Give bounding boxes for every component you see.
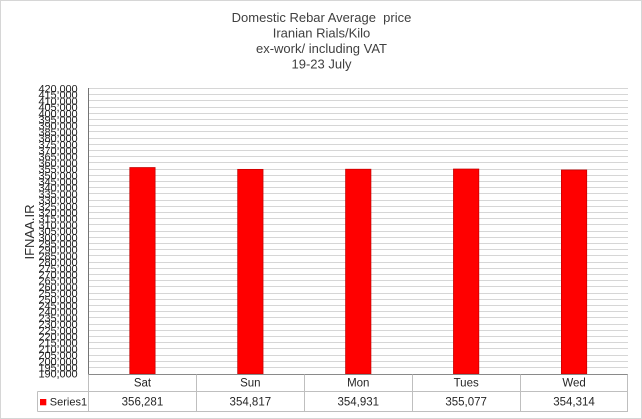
svg-text:354,817: 354,817 xyxy=(230,396,272,408)
svg-text:195,000: 195,000 xyxy=(38,363,77,375)
svg-text:420,000: 420,000 xyxy=(38,84,77,96)
svg-text:310,000: 310,000 xyxy=(38,220,77,232)
svg-text:250,000: 250,000 xyxy=(38,294,77,306)
svg-text:290,000: 290,000 xyxy=(38,245,77,257)
svg-text:Mon: Mon xyxy=(347,378,369,390)
svg-text:395,000: 395,000 xyxy=(38,115,77,127)
svg-text:ex-work/ including VAT: ex-work/ including VAT xyxy=(256,41,387,56)
svg-text:Iranian Rials/Kilo: Iranian Rials/Kilo xyxy=(273,26,371,41)
svg-text:355,077: 355,077 xyxy=(445,396,487,408)
svg-text:19-23 July: 19-23 July xyxy=(292,57,352,72)
svg-text:Series1: Series1 xyxy=(50,396,87,408)
svg-text:385,000: 385,000 xyxy=(38,127,77,139)
svg-text:400,000: 400,000 xyxy=(38,108,77,120)
svg-text:360,000: 360,000 xyxy=(38,158,77,170)
svg-text:Wed: Wed xyxy=(562,378,585,390)
svg-text:210,000: 210,000 xyxy=(38,344,77,356)
svg-text:295,000: 295,000 xyxy=(38,239,77,251)
svg-text:230,000: 230,000 xyxy=(38,319,77,331)
svg-text:325,000: 325,000 xyxy=(38,201,77,213)
svg-text:Sun: Sun xyxy=(240,378,260,390)
svg-text:405,000: 405,000 xyxy=(38,102,77,114)
svg-text:355,000: 355,000 xyxy=(38,164,77,176)
svg-text:330,000: 330,000 xyxy=(38,195,77,207)
svg-text:350,000: 350,000 xyxy=(38,170,77,182)
svg-text:190,000: 190,000 xyxy=(38,369,77,381)
svg-text:270,000: 270,000 xyxy=(38,270,77,282)
svg-text:Sat: Sat xyxy=(134,378,152,390)
svg-text:356,281: 356,281 xyxy=(122,396,164,408)
svg-text:370,000: 370,000 xyxy=(38,146,77,158)
svg-text:240,000: 240,000 xyxy=(38,307,77,319)
svg-text:205,000: 205,000 xyxy=(38,350,77,362)
svg-text:Tues: Tues xyxy=(454,378,479,390)
svg-text:245,000: 245,000 xyxy=(38,301,77,313)
svg-text:200,000: 200,000 xyxy=(38,356,77,368)
svg-text:285,000: 285,000 xyxy=(38,251,77,263)
svg-text:260,000: 260,000 xyxy=(38,282,77,294)
svg-text:265,000: 265,000 xyxy=(38,276,77,288)
svg-text:345,000: 345,000 xyxy=(38,177,77,189)
svg-text:415,000: 415,000 xyxy=(38,90,77,102)
svg-text:375,000: 375,000 xyxy=(38,139,77,151)
svg-text:320,000: 320,000 xyxy=(38,208,77,220)
svg-text:305,000: 305,000 xyxy=(38,226,77,238)
svg-text:354,314: 354,314 xyxy=(553,396,595,408)
svg-text:IFNAA.IR: IFNAA.IR xyxy=(22,204,37,259)
svg-text:235,000: 235,000 xyxy=(38,313,77,325)
svg-text:275,000: 275,000 xyxy=(38,263,77,275)
svg-text:410,000: 410,000 xyxy=(38,96,77,108)
svg-text:354,931: 354,931 xyxy=(337,396,379,408)
svg-text:220,000: 220,000 xyxy=(38,332,77,344)
svg-text:315,000: 315,000 xyxy=(38,214,77,226)
svg-text:215,000: 215,000 xyxy=(38,338,77,350)
svg-text:365,000: 365,000 xyxy=(38,152,77,164)
svg-text:380,000: 380,000 xyxy=(38,133,77,145)
svg-text:335,000: 335,000 xyxy=(38,189,77,201)
svg-text:300,000: 300,000 xyxy=(38,232,77,244)
svg-text:225,000: 225,000 xyxy=(38,325,77,337)
svg-text:390,000: 390,000 xyxy=(38,121,77,133)
svg-text:340,000: 340,000 xyxy=(38,183,77,195)
svg-text:280,000: 280,000 xyxy=(38,257,77,269)
svg-text:Domestic Rebar Average price: Domestic Rebar Average price xyxy=(232,10,412,25)
svg-text:255,000: 255,000 xyxy=(38,288,77,300)
